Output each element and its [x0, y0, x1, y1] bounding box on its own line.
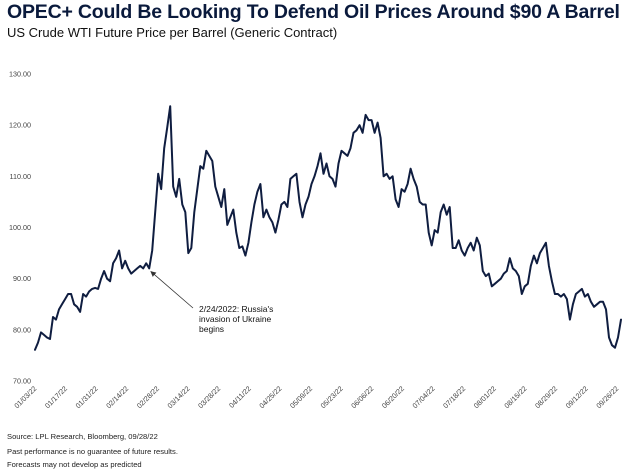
x-tick-label: 02/28/22 — [135, 384, 161, 410]
x-tick-label: 08/15/22 — [502, 384, 528, 410]
x-tick-label: 09/12/22 — [564, 384, 590, 410]
x-tick-label: 04/11/22 — [227, 384, 253, 410]
ukraine-invasion-annotation: 2/24/2022: Russia's invasion of Ukraine be… — [150, 271, 273, 334]
x-axis: 01/03/22 01/17/22 01/31/22 02/14/22 02/28/22… — [12, 384, 620, 410]
x-tick-label: 03/28/22 — [196, 384, 222, 410]
x-tick-label: 01/31/22 — [74, 384, 100, 410]
y-tick-label: 80.00 — [13, 325, 31, 334]
x-tick-label: 04/25/22 — [257, 384, 283, 410]
y-axis: 70.00 80.00 90.00 100.00 110.00 120.00 130.00 — [9, 70, 31, 386]
disclaimer-performance: Past performance is no guarantee of futu… — [7, 447, 178, 456]
y-tick-label: 130.00 — [9, 70, 31, 79]
x-tick-label: 05/23/22 — [319, 384, 345, 410]
x-tick-label: 06/06/22 — [349, 384, 375, 410]
disclaimer-forecast: Forecasts may not develop as predicted — [7, 460, 142, 469]
chart-subtitle: US Crude WTI Future Price per Barrel (Ge… — [7, 25, 338, 40]
annotation-line: begins — [199, 324, 224, 334]
y-tick-label: 70.00 — [13, 377, 31, 386]
annotation-line: 2/24/2022: Russia's — [199, 304, 273, 314]
x-tick-label: 08/01/22 — [472, 384, 498, 410]
annotation-arrow — [150, 271, 194, 309]
price-series-line — [34, 105, 622, 351]
x-tick-label: 06/20/22 — [380, 384, 406, 410]
y-tick-label: 100.00 — [9, 223, 31, 232]
x-tick-label: 05/09/22 — [288, 384, 314, 410]
x-tick-label: 02/14/22 — [104, 384, 130, 410]
oil-price-chart: 70.0080.0090.00100.00110.00120.00130.00 … — [9, 70, 622, 410]
x-tick-label: 01/17/22 — [43, 384, 69, 410]
y-tick-label: 120.00 — [9, 121, 31, 130]
x-tick-label: 01/03/22 — [12, 384, 38, 410]
x-tick-label: 07/04/22 — [410, 384, 436, 410]
annotation-label: 2/24/2022: Russia's invasion of Ukraine be… — [199, 304, 273, 334]
x-tick-label: 07/18/22 — [441, 384, 467, 410]
annotation-line: invasion of Ukraine — [199, 314, 272, 324]
x-tick-label: 08/29/22 — [533, 384, 559, 410]
y-tick-label: 110.00 — [10, 172, 31, 181]
chart-title: OPEC+ Could Be Looking To Defend Oil Pri… — [7, 1, 620, 23]
source-note: Source: LPL Research, Bloomberg, 09/28/2… — [7, 432, 158, 441]
y-tick-label: 90.00 — [13, 274, 31, 283]
x-tick-label: 03/14/22 — [165, 384, 191, 410]
x-tick-label: 09/26/22 — [594, 384, 620, 410]
